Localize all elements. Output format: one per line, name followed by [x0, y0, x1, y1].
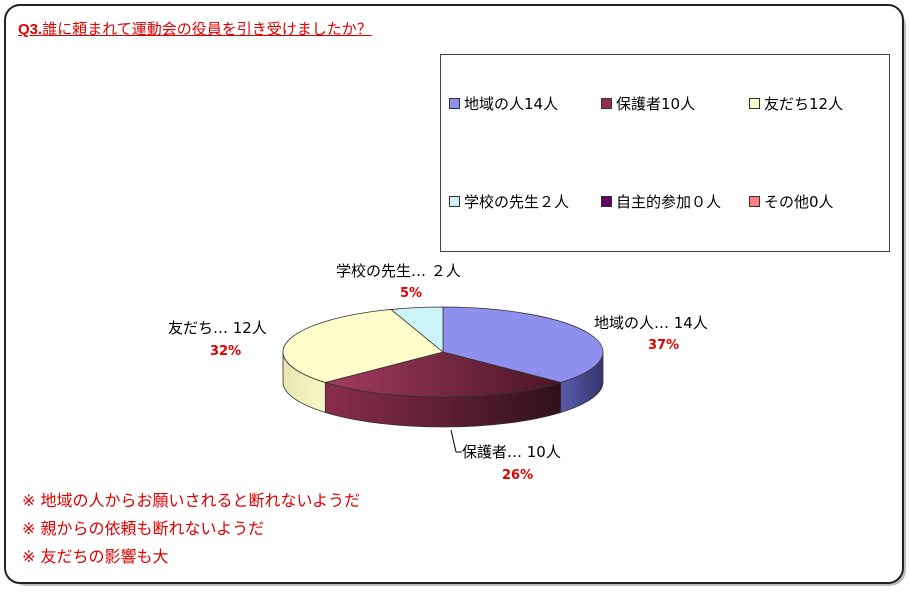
notes: ※ 地域の人からお願いされると断れないようだ ※ 親からの依頼も断れないようだ … [22, 487, 360, 571]
question-text: 誰に頼まれて運動会の役員を引き受けましたか？ [42, 20, 372, 38]
pie-slice-sensei [390, 306, 444, 353]
slice-label-sensei: 学校の先生… ２人 [336, 262, 461, 280]
pie-sides [282, 351, 604, 428]
legend: 地域の人14人 保護者10人 友だち12人 学校の先生２人 自主的参加０人 その… [440, 54, 890, 252]
slice-label-tomodachi: 友だち… 12人 [168, 319, 267, 337]
question-number: Q3. [18, 21, 43, 38]
slice-pct-sensei: 5% [400, 286, 422, 301]
note-1: ※ 地域の人からお願いされると断れないようだ [22, 491, 361, 510]
slice-pct-hogosha: 26% [502, 468, 533, 483]
pie-slice-chiiki [442, 306, 604, 383]
pie-slice-hogosha [323, 351, 563, 398]
legend-swatch [749, 196, 760, 207]
legend-item-chiiki: 地域の人14人 [449, 93, 558, 114]
legend-label: 学校の先生２人 [464, 193, 570, 211]
legend-label: 地域の人14人 [464, 95, 559, 113]
legend-label: 友だち12人 [764, 95, 844, 113]
legend-swatch [749, 98, 760, 109]
slice-label-chiiki: 地域の人… 14人 [594, 314, 708, 332]
legend-item-sonota: その他0人 [749, 191, 834, 212]
legend-label: 自主的参加０人 [616, 193, 722, 211]
leader-line-hogosha [450, 429, 457, 453]
legend-swatch [601, 196, 612, 207]
legend-swatch [449, 98, 460, 109]
note-2: ※ 親からの依頼も断れないようだ [22, 519, 265, 538]
pie-slice-tomodachi [282, 309, 444, 383]
slice-pct-tomodachi: 32% [210, 344, 241, 359]
legend-item-jishuteki: 自主的参加０人 [601, 191, 721, 212]
note-3: ※ 友だちの影響も大 [22, 547, 169, 566]
pie-tops [282, 306, 604, 398]
legend-item-sensei: 学校の先生２人 [449, 191, 569, 212]
pie-labels: 地域の人… 14人 37% 保護者… 10人 26% 友だち… 12人 32% … [168, 262, 708, 483]
slice-label-hogosha: 保護者… 10人 [462, 443, 561, 461]
legend-item-hogosha: 保護者10人 [601, 93, 695, 114]
legend-swatch [449, 196, 460, 207]
legend-item-tomodachi: 友だち12人 [749, 93, 843, 114]
chart-title: Q3.誰に頼まれて運動会の役員を引き受けましたか？ [18, 18, 372, 39]
slice-pct-chiiki: 37% [648, 338, 679, 353]
legend-label: その他0人 [764, 193, 834, 211]
legend-label: 保護者10人 [616, 95, 696, 113]
legend-swatch [601, 98, 612, 109]
